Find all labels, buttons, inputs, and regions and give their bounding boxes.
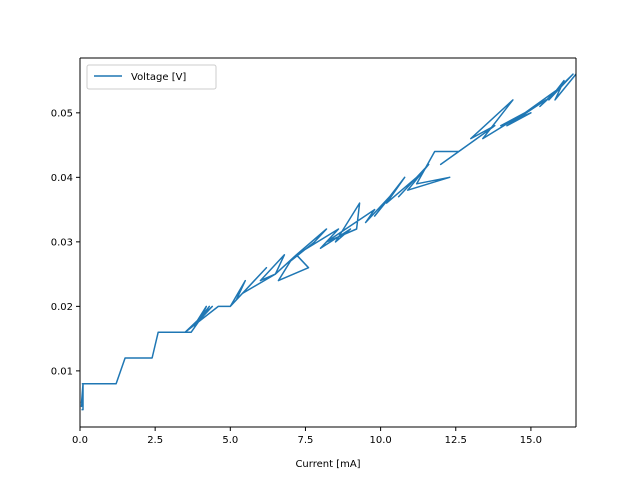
- x-tick-label: 10.0: [369, 435, 391, 446]
- legend-box: [86, 64, 217, 90]
- series-layer: [80, 73, 577, 411]
- x-tick-label: 0.0: [72, 435, 88, 446]
- x-ticks: 0.0 2.5 5.0 7.5 10.0 12.5 15.0: [72, 427, 542, 446]
- x-tick-label: 5.0: [222, 435, 238, 446]
- series-line-0: [80, 73, 577, 411]
- legend-label-voltage: Voltage [V]: [131, 72, 186, 83]
- y-tick-label: 0.03: [51, 237, 73, 248]
- x-tick-label: 2.5: [147, 435, 163, 446]
- x-tick-label: 12.5: [445, 435, 467, 446]
- y-tick-label: 0.01: [51, 366, 73, 377]
- x-tick-label: 7.5: [298, 435, 314, 446]
- y-tick-label: 0.02: [51, 302, 73, 313]
- y-tick-label: 0.04: [51, 173, 73, 184]
- legend: Voltage [V]: [86, 64, 217, 90]
- x-tick-label: 15.0: [520, 435, 542, 446]
- plot-area: [80, 58, 576, 427]
- y-ticks: 0.01 0.02 0.03 0.04 0.05: [51, 108, 80, 377]
- y-tick-label: 0.05: [51, 108, 73, 119]
- x-axis-label: Current [mA]: [295, 459, 360, 470]
